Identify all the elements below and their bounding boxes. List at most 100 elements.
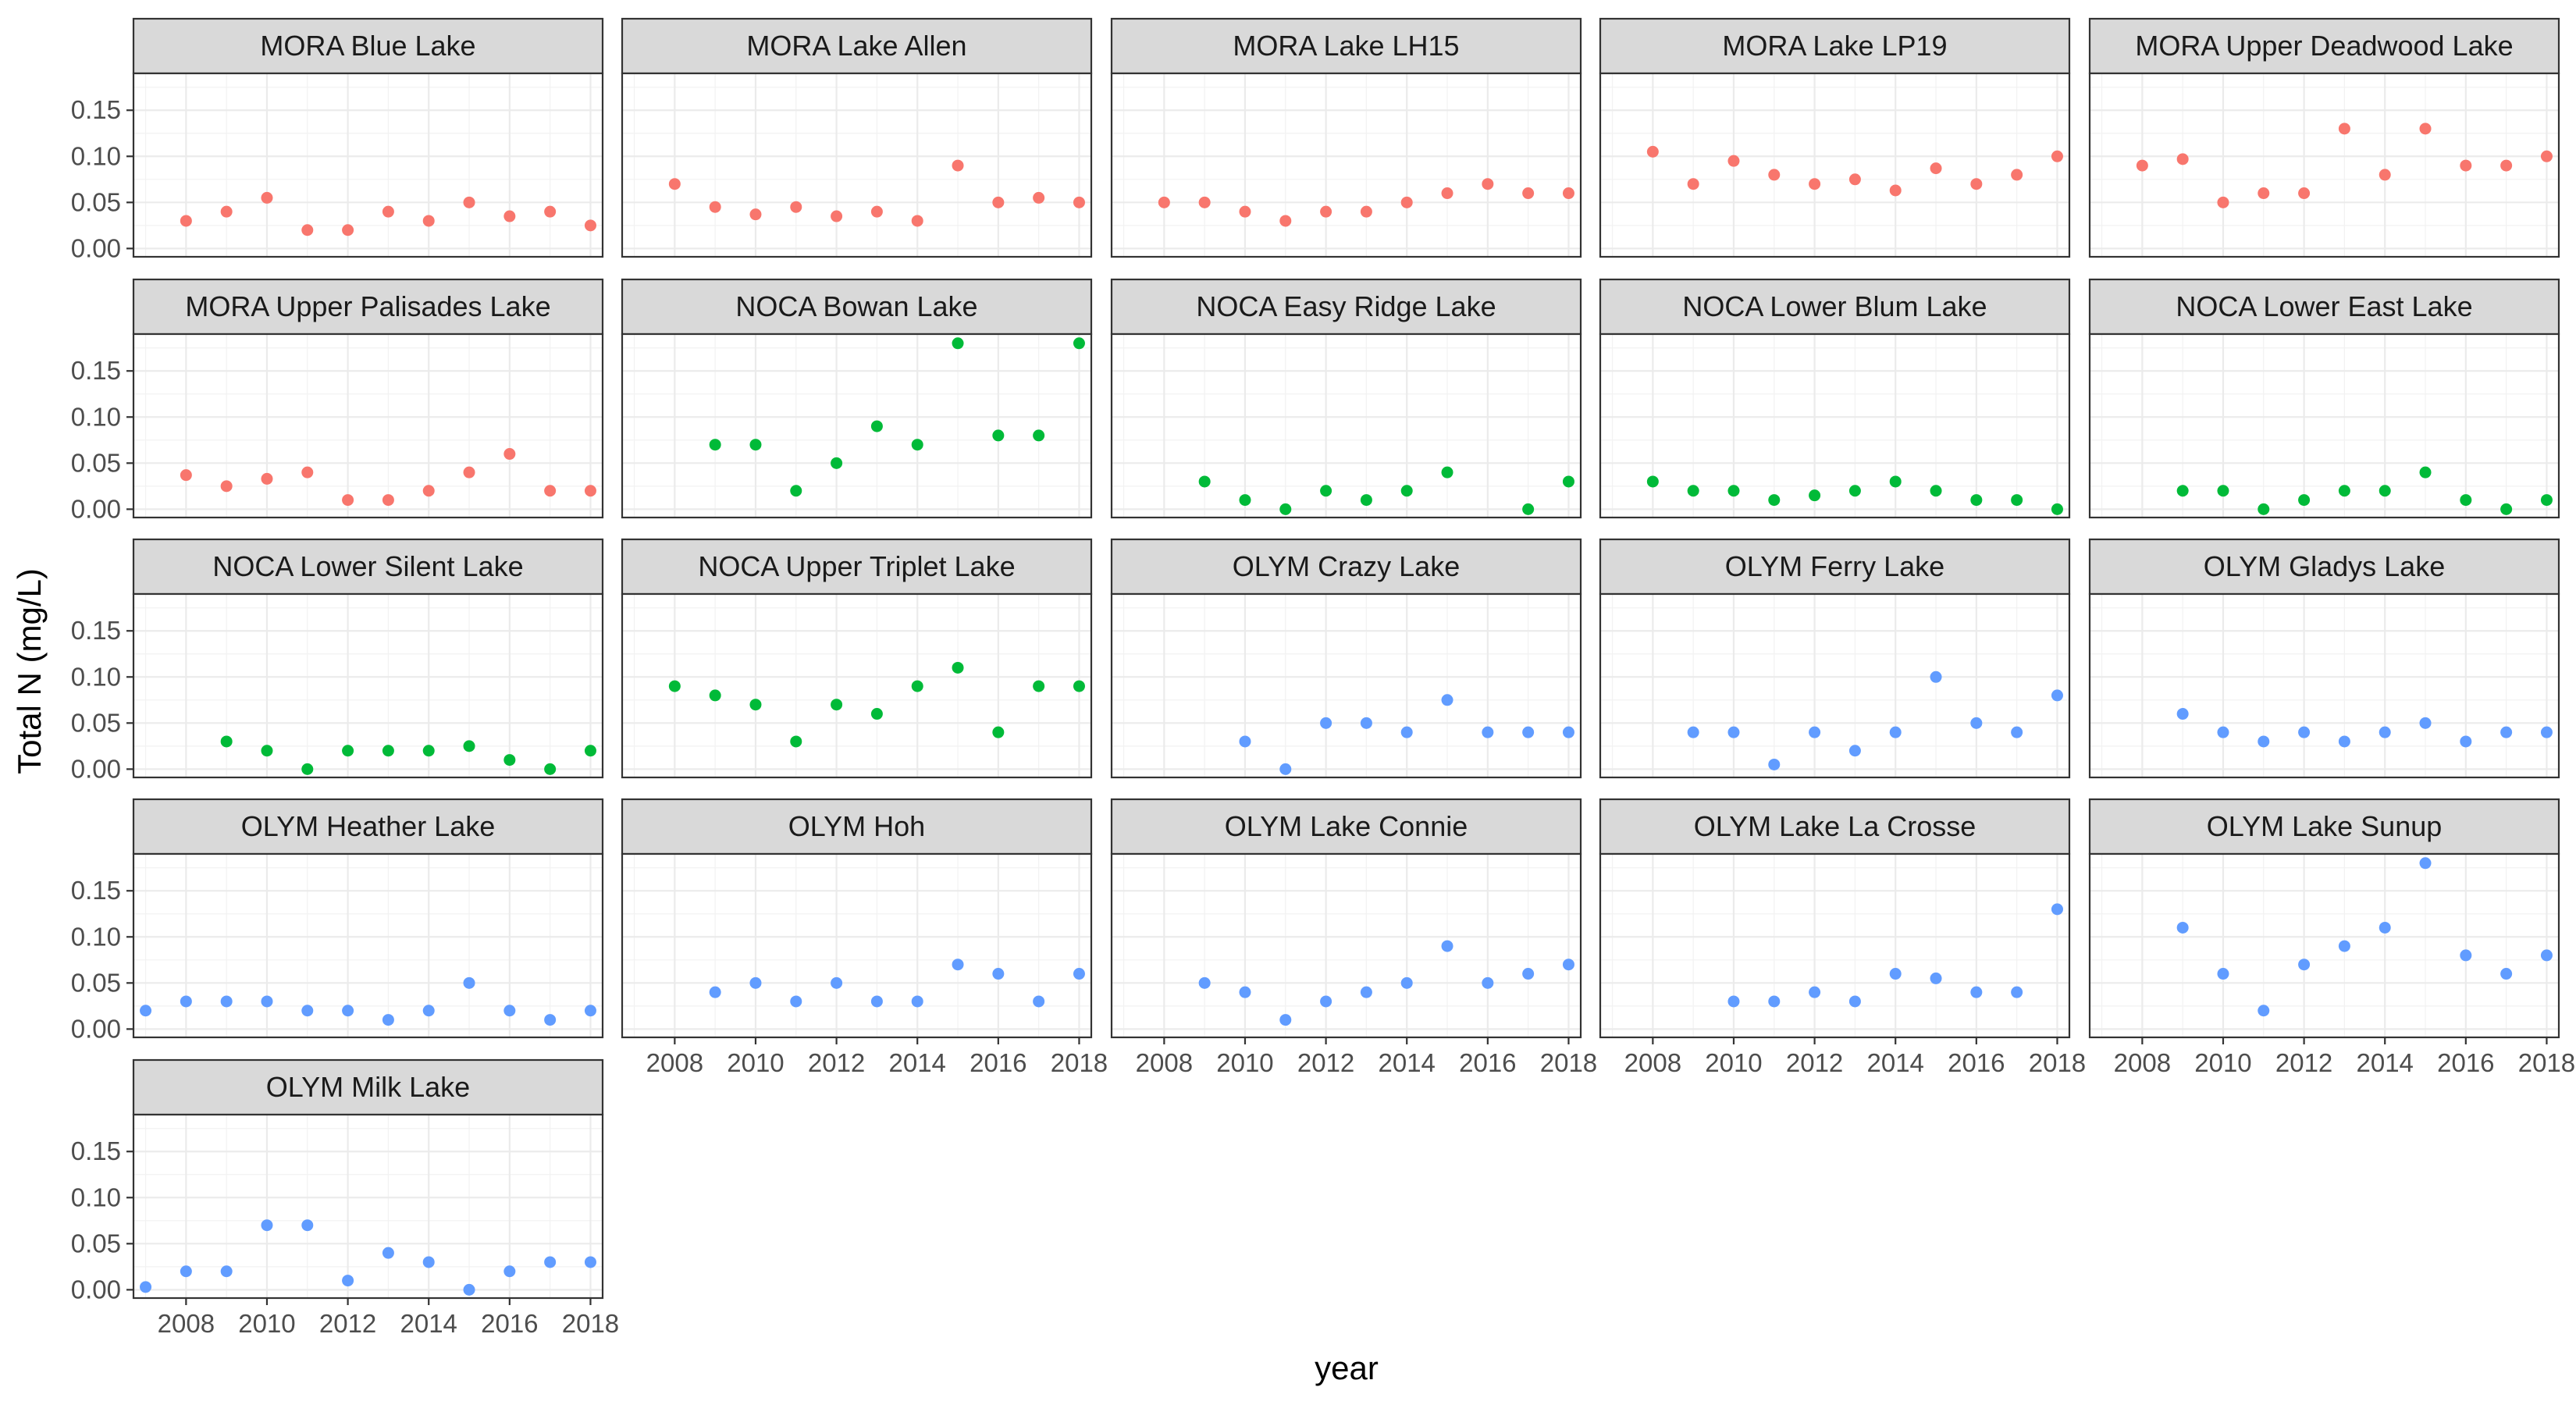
facet-panel: OLYM Lake Sunup bbox=[2088, 798, 2560, 1044]
data-point bbox=[1198, 976, 1211, 989]
data-point bbox=[422, 215, 435, 227]
data-point bbox=[2540, 949, 2553, 962]
data-point bbox=[2460, 159, 2472, 172]
data-point bbox=[1687, 726, 1699, 738]
data-point bbox=[1768, 758, 1781, 770]
data-point bbox=[1239, 986, 1251, 998]
data-point bbox=[2379, 921, 2391, 934]
x-tick-label: 2010 bbox=[1705, 1048, 1762, 1077]
data-point bbox=[911, 215, 923, 227]
panel-background bbox=[1112, 594, 1581, 777]
data-point bbox=[584, 745, 596, 757]
x-tick-label: 2016 bbox=[1459, 1048, 1516, 1077]
data-point bbox=[1970, 986, 1983, 998]
data-point bbox=[382, 1247, 394, 1259]
data-point bbox=[503, 210, 516, 222]
data-point bbox=[382, 494, 394, 507]
facet-panel: NOCA Easy Ridge Lake bbox=[1110, 278, 1582, 519]
facet-strip bbox=[1599, 278, 2071, 336]
data-point bbox=[1400, 726, 1413, 738]
y-tick-label: 0.05 bbox=[71, 1229, 121, 1257]
y-axis-title: Total N (mg/L) bbox=[11, 568, 48, 774]
data-point bbox=[2500, 503, 2513, 515]
data-point bbox=[1441, 694, 1453, 706]
panel-border bbox=[1599, 333, 2071, 519]
data-point bbox=[261, 191, 273, 204]
data-point bbox=[992, 196, 1005, 208]
data-point bbox=[709, 689, 721, 702]
data-point bbox=[2217, 196, 2229, 208]
data-point bbox=[2460, 949, 2472, 962]
data-point bbox=[422, 745, 435, 757]
facet-title: OLYM Heather Lake bbox=[241, 810, 496, 842]
facet-panel: NOCA Bowan Lake bbox=[621, 278, 1093, 519]
data-point bbox=[2338, 735, 2350, 748]
x-tick-label: 2018 bbox=[1051, 1048, 1108, 1077]
facet-strip bbox=[1599, 798, 2071, 855]
data-point bbox=[1482, 178, 1494, 190]
data-point bbox=[2500, 968, 2513, 980]
data-point bbox=[1360, 717, 1372, 729]
data-point bbox=[1889, 184, 1902, 197]
data-point bbox=[2176, 708, 2189, 720]
data-point bbox=[544, 763, 557, 775]
data-point bbox=[1970, 494, 1983, 507]
data-point bbox=[2051, 689, 2063, 702]
panel-background bbox=[622, 334, 1091, 518]
data-point bbox=[1562, 959, 1574, 971]
facet-panel: MORA Upper Palisades Lake bbox=[126, 278, 604, 519]
data-point bbox=[911, 439, 923, 451]
data-point bbox=[301, 466, 314, 478]
panel-border bbox=[1599, 592, 2071, 779]
facet-panel: OLYM Lake La Crosse bbox=[1599, 798, 2071, 1044]
panel-background bbox=[133, 854, 603, 1037]
data-point bbox=[463, 740, 475, 752]
data-point bbox=[2011, 494, 2023, 507]
data-point bbox=[749, 976, 762, 989]
data-point bbox=[2051, 503, 2063, 515]
data-point bbox=[1727, 155, 1740, 167]
data-point bbox=[544, 485, 557, 497]
facet-title: NOCA Bowan Lake bbox=[735, 290, 977, 322]
facet-title: MORA Lake LH15 bbox=[1233, 30, 1459, 62]
data-point bbox=[1970, 717, 1983, 729]
data-point bbox=[180, 215, 192, 227]
data-point bbox=[463, 1283, 475, 1296]
data-point bbox=[992, 968, 1005, 980]
x-tick-label: 2008 bbox=[1624, 1048, 1681, 1077]
panel-background bbox=[1112, 73, 1581, 257]
x-tick-label: 2014 bbox=[400, 1309, 457, 1338]
facet-title: NOCA Lower Silent Lake bbox=[212, 550, 523, 582]
data-point bbox=[2258, 187, 2270, 200]
data-point bbox=[382, 745, 394, 757]
data-point bbox=[952, 159, 964, 172]
data-point bbox=[584, 1005, 596, 1017]
data-point bbox=[301, 1005, 314, 1017]
facet-title: OLYM Milk Lake bbox=[266, 1071, 470, 1103]
y-tick-label: 0.15 bbox=[71, 1136, 121, 1165]
facet-strip bbox=[1110, 278, 1582, 336]
facet-panel: OLYM Gladys Lake bbox=[2088, 538, 2560, 779]
panel-border bbox=[1110, 592, 1582, 779]
data-point bbox=[790, 201, 802, 213]
data-point bbox=[1930, 162, 1942, 175]
facet-strip bbox=[132, 1058, 604, 1116]
data-point bbox=[1239, 494, 1251, 507]
panel-background bbox=[1600, 854, 2069, 1037]
data-point bbox=[584, 1256, 596, 1268]
data-point bbox=[1239, 735, 1251, 748]
data-point bbox=[2051, 150, 2063, 162]
data-point bbox=[1073, 680, 1085, 692]
facet-panel: OLYM Lake Connie bbox=[1110, 798, 1582, 1044]
y-tick-label: 0.10 bbox=[71, 402, 121, 431]
data-point bbox=[1809, 986, 1821, 998]
data-point bbox=[2379, 726, 2391, 738]
x-axis-tick-labels: 2008 2010 2012 2014 2016 2018 2008 2010 2012 2014… bbox=[158, 1048, 2576, 1338]
panel-border bbox=[1110, 72, 1582, 258]
data-point bbox=[1522, 187, 1535, 200]
x-tick-label: 2018 bbox=[2518, 1048, 2575, 1077]
panel-border bbox=[1110, 333, 1582, 519]
data-point bbox=[2011, 726, 2023, 738]
data-point bbox=[301, 1219, 314, 1232]
